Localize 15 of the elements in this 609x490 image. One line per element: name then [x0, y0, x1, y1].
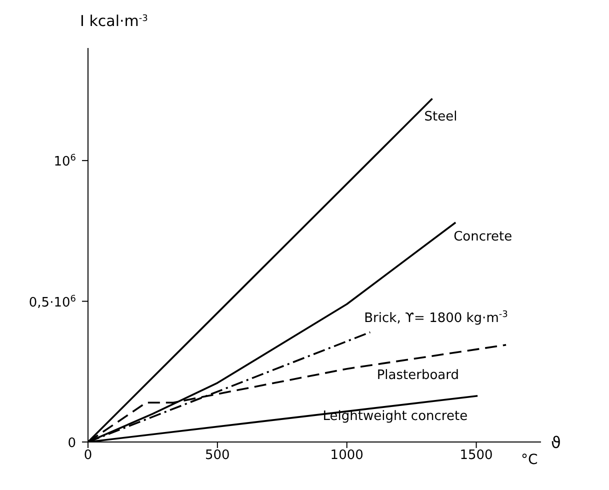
y-tick-label: 0: [68, 436, 76, 451]
x-tick-label: 1500: [460, 448, 493, 464]
y-tick-label: 0,5·10$^{6}$: [28, 294, 76, 310]
y-tick-label: 10$^{6}$: [54, 154, 76, 170]
text: °C: [521, 452, 538, 468]
series-label: Concrete: [454, 229, 512, 244]
x-tick-label: 0: [84, 448, 92, 464]
y-axis-title: I kcal·m$^{-3}$: [80, 12, 148, 30]
series-label: Leightweight concrete: [322, 408, 468, 424]
series-label: Plasterboard: [376, 368, 460, 383]
series-label: Brick, ϒ= 1800 kg·m$^{-3}$: [364, 310, 508, 326]
x-axis-title: ϑ: [551, 433, 561, 452]
x-tick-label: 500: [205, 448, 230, 464]
series-label: Steel: [424, 110, 458, 125]
x-tick-label: 1000: [330, 448, 364, 464]
